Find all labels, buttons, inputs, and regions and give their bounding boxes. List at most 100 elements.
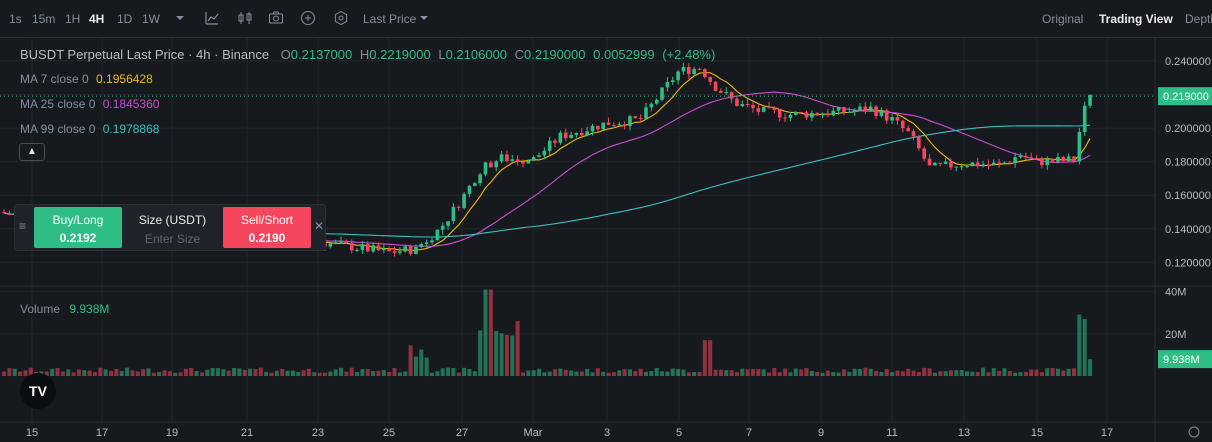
view-original[interactable]: Original: [1042, 12, 1084, 26]
volume-bar: [306, 368, 311, 376]
candle: [526, 160, 531, 164]
volume-bar: [103, 369, 108, 376]
candle: [590, 125, 595, 132]
size-input[interactable]: Enter Size: [144, 232, 201, 246]
candle: [868, 106, 873, 111]
settings-icon[interactable]: [333, 10, 349, 26]
volume-bar: [718, 369, 723, 376]
volume-bar: [472, 371, 477, 376]
sell-short-button[interactable]: Sell/Short 0.2190: [223, 207, 311, 248]
timeframe-1h[interactable]: 1H: [65, 12, 81, 26]
volume-bar: [660, 371, 665, 376]
candle: [895, 117, 900, 121]
time-tick-label: 11: [886, 427, 897, 439]
timeframe-15m[interactable]: 15m: [32, 12, 56, 26]
volume-bar: [349, 367, 354, 376]
candle: [815, 112, 819, 116]
volume-bar: [649, 371, 654, 376]
candle: [670, 80, 675, 83]
volume-bar: [686, 372, 691, 376]
volume-bar: [841, 369, 846, 376]
candle: [435, 229, 440, 241]
candle: [580, 132, 584, 136]
volume-bar: [1029, 369, 1034, 376]
candle: [553, 140, 557, 143]
ma25-legend: MA 25 close 0 0.1845360: [20, 97, 160, 111]
price-chart[interactable]: 0.2400000.2200000.2000000.1800000.160000…: [0, 38, 1212, 442]
volume-bar: [970, 371, 975, 376]
chart-title: BUSDT Perpetual Last Price · 4h · Binanc…: [20, 47, 270, 62]
volume-bar: [724, 370, 729, 376]
candle: [328, 243, 333, 247]
volume-bar: [413, 356, 418, 376]
volume-bar: [906, 368, 911, 376]
candle: [1045, 158, 1050, 166]
volume-bar: [611, 372, 616, 376]
candle: [440, 225, 445, 230]
price-tick-label: 0.200000: [1165, 123, 1211, 135]
timeframe-1w[interactable]: 1W: [142, 12, 160, 26]
price-tick-label: 0.240000: [1165, 56, 1211, 68]
volume-bar: [895, 370, 900, 376]
volume-bar: [221, 369, 226, 376]
volume-bar: [483, 289, 488, 376]
candle: [997, 162, 1001, 164]
view-trading-view[interactable]: Trading View: [1099, 12, 1173, 26]
volume-bar: [820, 372, 825, 376]
gear-icon: [1188, 426, 1200, 438]
add-icon[interactable]: [300, 10, 316, 26]
volume-bar: [162, 370, 167, 376]
volume-bar: [1072, 368, 1076, 376]
volume-bar: [194, 370, 199, 376]
volume-bar: [210, 368, 215, 376]
candle: [398, 251, 402, 253]
candle: [783, 117, 787, 119]
candle: [387, 248, 391, 252]
volume-bar: [44, 371, 49, 376]
drag-handle-icon[interactable]: ≡: [19, 219, 27, 233]
volume-bar: [157, 372, 162, 376]
camera-icon[interactable]: [268, 10, 284, 26]
volume-bar: [638, 368, 643, 376]
volume-bar: [317, 372, 322, 376]
quick-trade-panel: ≡ Buy/Long 0.2192 Size (USDT) Enter Size…: [14, 204, 326, 251]
volume-bar: [606, 372, 611, 376]
candle: [355, 249, 359, 251]
volume-bar: [702, 340, 707, 376]
candle: [596, 125, 600, 130]
volume-bar: [76, 369, 81, 376]
chevron-down-icon[interactable]: [172, 10, 188, 26]
candle: [542, 150, 547, 156]
chart-type-icon[interactable]: [237, 10, 253, 26]
timeframe-1d[interactable]: 1D: [117, 12, 133, 26]
price-type-select[interactable]: Last Price: [363, 12, 417, 26]
timeframe-1s[interactable]: 1s: [9, 12, 22, 26]
collapse-legend-button[interactable]: ▲: [19, 143, 45, 161]
volume-bar: [991, 368, 996, 376]
size-field[interactable]: Size (USDT) Enter Size: [125, 207, 220, 248]
candle: [451, 206, 456, 222]
candle: [917, 136, 921, 149]
candle: [483, 162, 488, 175]
timeframe-4h[interactable]: 4H: [89, 12, 105, 26]
close-icon[interactable]: ✕: [314, 219, 325, 233]
volume-bar: [381, 370, 386, 376]
volume-bar: [510, 335, 515, 376]
volume-bar: [355, 371, 360, 376]
indicators-icon[interactable]: [204, 10, 220, 26]
candle: [1072, 156, 1076, 162]
buy-long-button[interactable]: Buy/Long 0.2192: [34, 207, 122, 248]
volume-bar: [563, 369, 568, 376]
candle: [820, 113, 825, 116]
volume-bar: [1002, 368, 1007, 376]
volume-bar: [189, 367, 194, 376]
chevron-down-icon[interactable]: [416, 10, 432, 26]
volume-bar: [28, 367, 33, 376]
candle: [901, 120, 905, 129]
volume-bar: [836, 372, 841, 376]
volume-bar: [232, 368, 237, 376]
volume-bar: [590, 372, 595, 376]
view-depth[interactable]: Depth: [1185, 12, 1212, 26]
volume-bar: [831, 372, 836, 376]
candle: [927, 158, 932, 166]
